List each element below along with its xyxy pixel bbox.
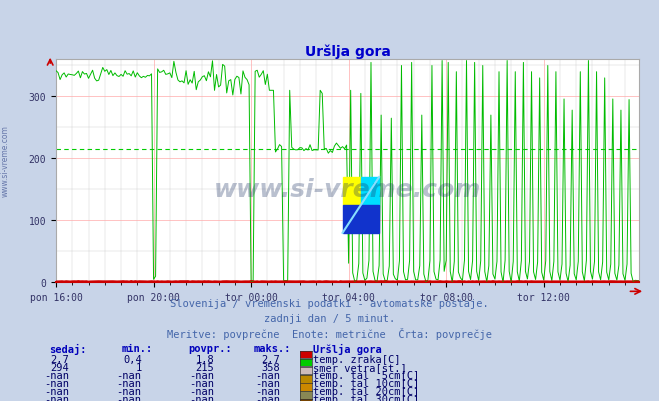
Text: -nan: -nan (117, 378, 142, 388)
Text: -nan: -nan (189, 378, 214, 388)
Text: -nan: -nan (255, 386, 280, 396)
Bar (343, 178, 361, 205)
Bar (343, 205, 379, 233)
Text: www.si-vreme.com: www.si-vreme.com (214, 177, 481, 201)
Text: temp. tal 10cm[C]: temp. tal 10cm[C] (313, 378, 419, 388)
Title: Uršlja gora: Uršlja gora (304, 45, 391, 59)
Text: 294: 294 (51, 362, 69, 372)
Text: temp. tal 20cm[C]: temp. tal 20cm[C] (313, 386, 419, 396)
Text: -nan: -nan (44, 394, 69, 401)
Bar (361, 178, 379, 205)
Text: povpr.:: povpr.: (188, 343, 231, 353)
Text: Slovenija / vremenski podatki - avtomatske postaje.: Slovenija / vremenski podatki - avtomats… (170, 299, 489, 309)
Text: -nan: -nan (189, 386, 214, 396)
Text: maks.:: maks.: (254, 343, 291, 353)
Text: 358: 358 (262, 362, 280, 372)
Text: -nan: -nan (255, 370, 280, 380)
Text: 215: 215 (196, 362, 214, 372)
Text: temp. tal  5cm[C]: temp. tal 5cm[C] (313, 370, 419, 380)
Text: 2,7: 2,7 (51, 354, 69, 364)
Text: -nan: -nan (44, 378, 69, 388)
Text: -nan: -nan (255, 378, 280, 388)
Text: temp. tal 30cm[C]: temp. tal 30cm[C] (313, 394, 419, 401)
Text: -nan: -nan (117, 370, 142, 380)
Text: -nan: -nan (44, 370, 69, 380)
Text: Meritve: povprečne  Enote: metrične  Črta: povprečje: Meritve: povprečne Enote: metrične Črta:… (167, 328, 492, 340)
Text: 0,4: 0,4 (123, 354, 142, 364)
Text: -nan: -nan (117, 386, 142, 396)
Text: -nan: -nan (255, 394, 280, 401)
Text: sedaj:: sedaj: (49, 343, 87, 354)
Text: -nan: -nan (117, 394, 142, 401)
Text: 1,8: 1,8 (196, 354, 214, 364)
Text: -nan: -nan (189, 370, 214, 380)
Text: 1: 1 (136, 362, 142, 372)
Text: 2,7: 2,7 (262, 354, 280, 364)
Text: -nan: -nan (189, 394, 214, 401)
Text: Uršlja gora: Uršlja gora (313, 343, 382, 354)
Text: zadnji dan / 5 minut.: zadnji dan / 5 minut. (264, 313, 395, 323)
Text: www.si-vreme.com: www.si-vreme.com (1, 125, 10, 196)
Text: smer vetra[st.]: smer vetra[st.] (313, 362, 407, 372)
Text: min.:: min.: (122, 343, 153, 353)
Text: temp. zraka[C]: temp. zraka[C] (313, 354, 401, 364)
Text: -nan: -nan (44, 386, 69, 396)
